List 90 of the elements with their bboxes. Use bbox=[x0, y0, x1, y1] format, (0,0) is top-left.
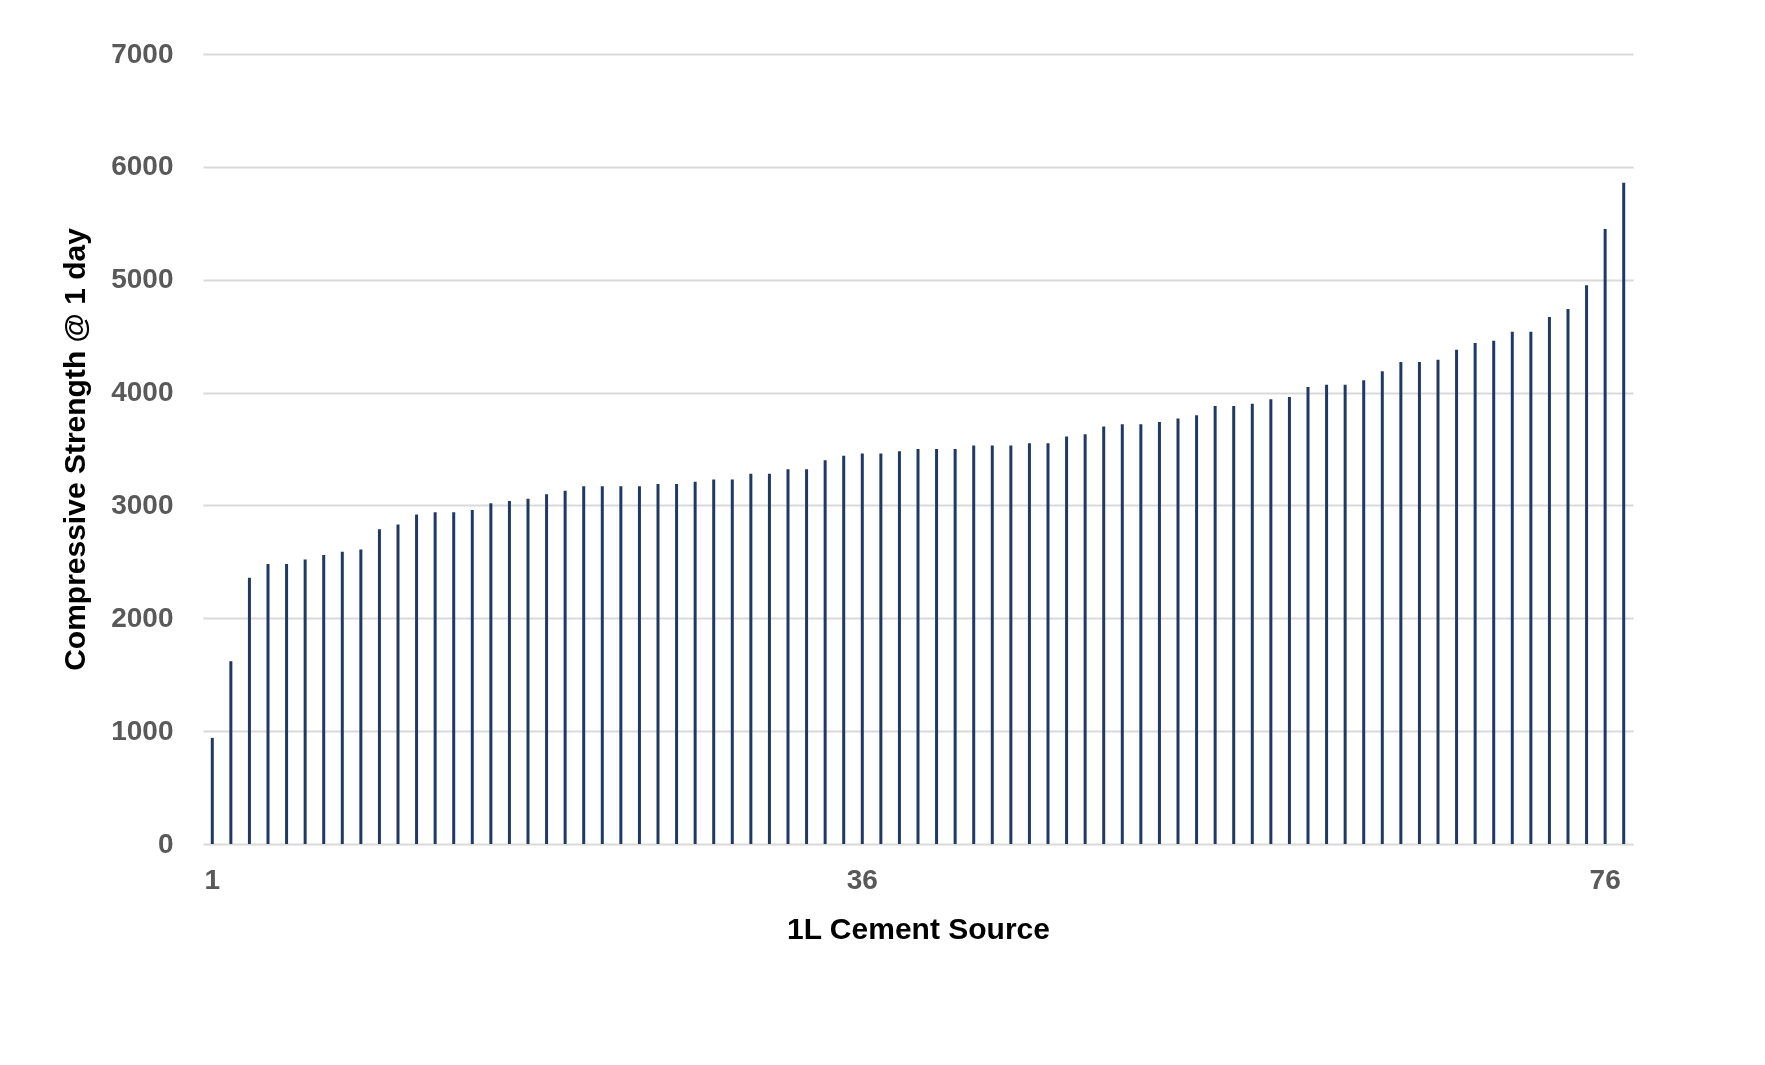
bar bbox=[563, 490, 567, 844]
bar bbox=[1232, 406, 1236, 844]
x-tick-label: 1 bbox=[204, 863, 221, 895]
bar bbox=[1102, 426, 1106, 844]
bar bbox=[1027, 443, 1031, 844]
bar bbox=[823, 460, 827, 844]
bar bbox=[600, 486, 604, 844]
bar bbox=[210, 737, 214, 844]
bar bbox=[1492, 340, 1496, 844]
bar bbox=[1566, 309, 1570, 844]
bar bbox=[693, 481, 697, 844]
bar bbox=[953, 449, 957, 844]
bar bbox=[730, 479, 734, 844]
y-tick-label: 3000 bbox=[111, 488, 174, 520]
y-axis-title: Compressive Strength @ 1 day bbox=[58, 227, 92, 671]
bar bbox=[1250, 403, 1254, 844]
bar bbox=[1065, 436, 1069, 844]
bar bbox=[1547, 316, 1551, 844]
y-tick-label: 5000 bbox=[111, 263, 174, 295]
bar bbox=[470, 509, 474, 844]
bar bbox=[935, 449, 939, 844]
bar bbox=[1455, 349, 1459, 844]
bar bbox=[860, 453, 864, 844]
bar bbox=[285, 564, 289, 844]
bar bbox=[1473, 342, 1477, 844]
bar bbox=[303, 559, 307, 844]
bar bbox=[916, 449, 920, 844]
bar bbox=[1139, 424, 1143, 844]
bar bbox=[805, 469, 809, 844]
bar bbox=[1529, 331, 1533, 844]
y-tick-label: 4000 bbox=[111, 376, 174, 408]
bar bbox=[359, 549, 363, 844]
bar bbox=[1585, 285, 1589, 844]
bar bbox=[1195, 415, 1199, 844]
bar bbox=[1436, 359, 1440, 844]
bar bbox=[1157, 421, 1161, 844]
bar bbox=[489, 503, 493, 844]
bar bbox=[322, 555, 326, 844]
bar bbox=[786, 469, 790, 844]
y-tick-label: 2000 bbox=[111, 601, 174, 633]
bar bbox=[1417, 362, 1421, 844]
y-tick-label: 6000 bbox=[111, 150, 174, 182]
bar bbox=[415, 514, 419, 844]
bar bbox=[340, 551, 344, 844]
bar bbox=[1120, 424, 1124, 844]
bar bbox=[1176, 418, 1180, 844]
bar bbox=[656, 483, 660, 844]
bar bbox=[507, 500, 511, 844]
bar bbox=[433, 512, 437, 844]
bar bbox=[266, 564, 270, 844]
bar bbox=[619, 486, 623, 844]
bar bbox=[1622, 182, 1626, 844]
bar bbox=[247, 577, 251, 844]
x-tick-label: 36 bbox=[846, 863, 878, 895]
bar bbox=[1510, 331, 1514, 844]
bar bbox=[1362, 380, 1366, 844]
bar bbox=[1287, 397, 1291, 844]
bar bbox=[526, 498, 530, 844]
bar bbox=[582, 486, 586, 844]
y-tick-label: 7000 bbox=[111, 37, 174, 69]
bar bbox=[452, 512, 456, 844]
bar bbox=[1083, 434, 1087, 844]
bar bbox=[1343, 384, 1347, 844]
bar bbox=[545, 494, 549, 844]
bar bbox=[842, 455, 846, 844]
x-axis-title: 1L Cement Source bbox=[787, 911, 1050, 945]
bar bbox=[1213, 406, 1217, 844]
y-tick-label: 1000 bbox=[111, 714, 174, 746]
y-tick-label: 0 bbox=[157, 827, 174, 859]
x-tick-label: 76 bbox=[1589, 863, 1621, 895]
bar bbox=[637, 486, 641, 844]
bar bbox=[1306, 386, 1310, 844]
bar bbox=[1325, 384, 1329, 844]
bar bbox=[675, 483, 679, 844]
bar bbox=[1046, 443, 1050, 844]
bar bbox=[1399, 362, 1403, 844]
bar bbox=[879, 453, 883, 844]
bar bbox=[229, 661, 233, 844]
bar bbox=[377, 529, 381, 844]
bar bbox=[972, 445, 976, 844]
bar bbox=[712, 479, 716, 844]
bar bbox=[1269, 399, 1273, 844]
bar bbox=[990, 445, 994, 844]
bar bbox=[1380, 371, 1384, 844]
bar bbox=[1009, 445, 1013, 844]
bar bbox=[396, 524, 400, 844]
bar bbox=[1603, 228, 1607, 844]
bar bbox=[767, 473, 771, 844]
bar bbox=[749, 473, 753, 844]
bar bbox=[897, 451, 901, 844]
